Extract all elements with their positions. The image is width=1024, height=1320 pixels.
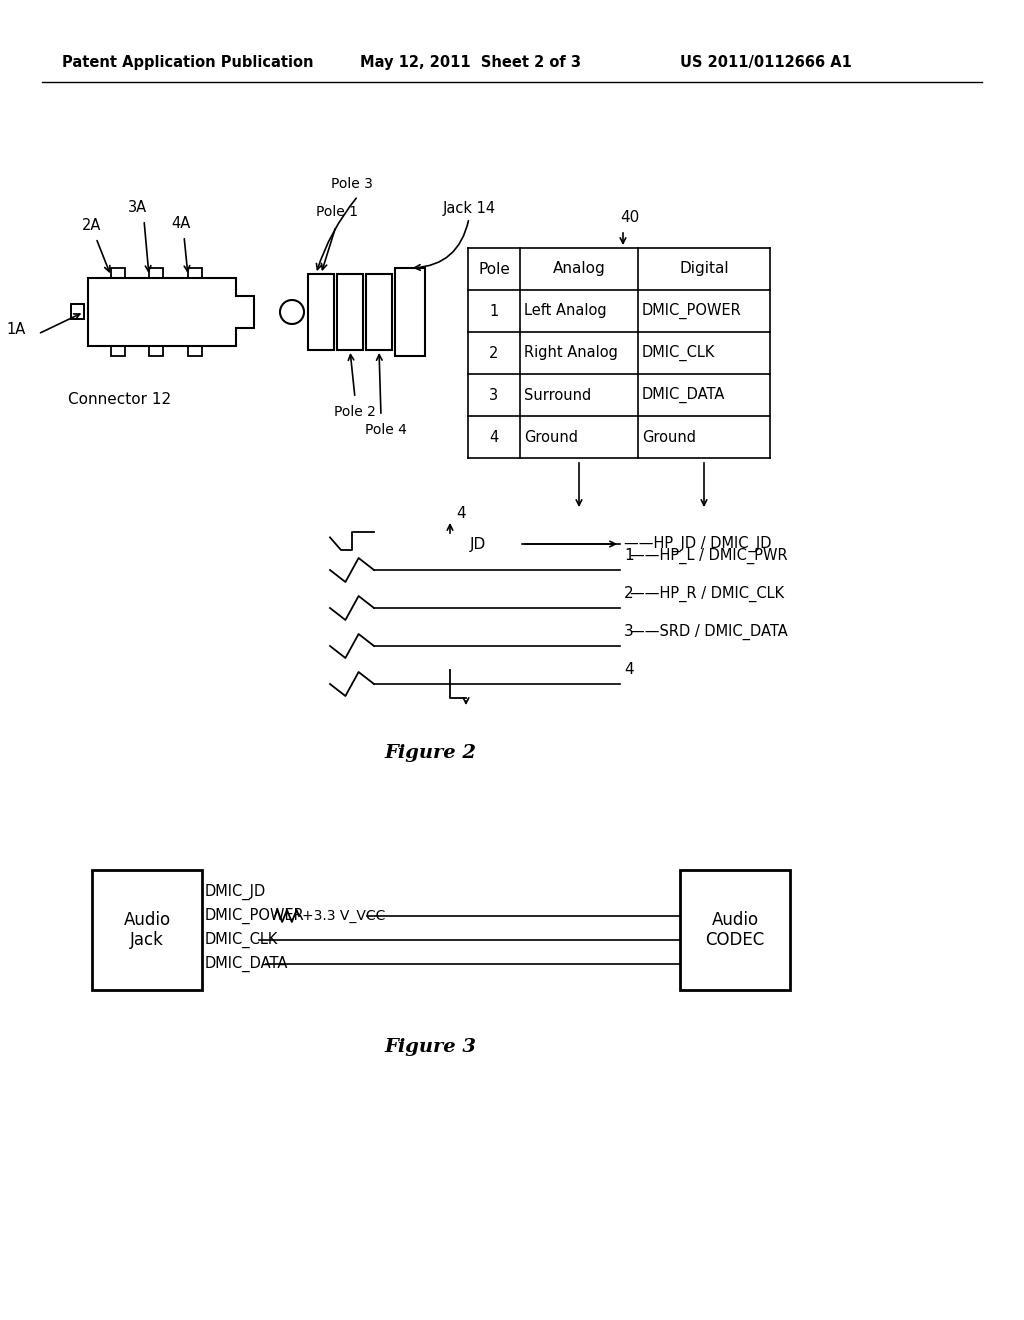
Text: 3: 3	[624, 624, 634, 639]
Bar	[150, 346, 163, 356]
Text: Surround: Surround	[524, 388, 591, 403]
Text: 3: 3	[489, 388, 499, 403]
Text: DMIC_DATA: DMIC_DATA	[642, 387, 725, 403]
Text: Connector 12: Connector 12	[68, 392, 171, 407]
Bar	[71, 304, 84, 319]
Text: 4: 4	[489, 429, 499, 445]
Text: 1: 1	[624, 549, 634, 564]
Text: 3A: 3A	[128, 201, 147, 215]
Text: 2: 2	[624, 586, 634, 602]
Text: 1A: 1A	[6, 322, 26, 338]
Text: Audio
Jack: Audio Jack	[124, 911, 171, 949]
Text: DMIC_DATA: DMIC_DATA	[205, 956, 289, 972]
Text: Ground: Ground	[524, 429, 578, 445]
Text: DMIC_POWER: DMIC_POWER	[642, 302, 741, 319]
Bar	[150, 268, 163, 279]
Text: Pole 4: Pole 4	[365, 422, 407, 437]
Text: 1: 1	[489, 304, 499, 318]
Text: DMIC_CLK: DMIC_CLK	[642, 345, 716, 362]
Bar	[92, 870, 202, 990]
Text: Pole: Pole	[478, 261, 510, 276]
Text: Audio
CODEC: Audio CODEC	[706, 911, 765, 949]
Text: Ground: Ground	[642, 429, 696, 445]
Text: ——HP_R / DMIC_CLK: ——HP_R / DMIC_CLK	[630, 586, 784, 602]
Text: ——SRD / DMIC_DATA: ——SRD / DMIC_DATA	[630, 624, 787, 640]
Text: JD: JD	[470, 536, 486, 552]
Bar	[337, 275, 362, 350]
Text: 4: 4	[624, 663, 634, 677]
Text: US 2011/0112666 A1: US 2011/0112666 A1	[680, 54, 852, 70]
Bar	[111, 346, 125, 356]
Text: 2A: 2A	[82, 219, 101, 234]
Text: May 12, 2011  Sheet 2 of 3: May 12, 2011 Sheet 2 of 3	[360, 54, 581, 70]
Bar	[308, 275, 334, 350]
Text: DMIC_JD: DMIC_JD	[205, 884, 266, 900]
Text: Pole 1: Pole 1	[316, 205, 358, 219]
Text: 2: 2	[489, 346, 499, 360]
Text: ——HP_L / DMIC_PWR: ——HP_L / DMIC_PWR	[630, 548, 787, 564]
Text: Right Analog: Right Analog	[524, 346, 617, 360]
Text: Analog: Analog	[553, 261, 605, 276]
Bar	[680, 870, 790, 990]
Text: 40: 40	[620, 210, 639, 226]
Text: Pole 3: Pole 3	[331, 177, 373, 191]
Text: +3.3 V_VCC: +3.3 V_VCC	[302, 909, 385, 923]
Bar	[188, 346, 202, 356]
Text: ——HP_JD / DMIC_JD: ——HP_JD / DMIC_JD	[624, 536, 771, 552]
Text: Figure 2: Figure 2	[384, 744, 476, 762]
Bar	[111, 268, 125, 279]
Text: 4A: 4A	[171, 216, 190, 231]
Bar	[395, 268, 425, 356]
Text: Pole 2: Pole 2	[334, 405, 376, 418]
Text: Digital: Digital	[679, 261, 729, 276]
Text: Jack 14: Jack 14	[443, 201, 496, 215]
Text: 4: 4	[456, 507, 466, 521]
Bar	[188, 268, 202, 279]
Bar	[366, 275, 392, 350]
Text: Figure 3: Figure 3	[384, 1038, 476, 1056]
Text: DMIC_POWER: DMIC_POWER	[205, 908, 305, 924]
Text: DMIC_CLK: DMIC_CLK	[205, 932, 279, 948]
Text: Patent Application Publication: Patent Application Publication	[62, 54, 313, 70]
Text: Left Analog: Left Analog	[524, 304, 606, 318]
